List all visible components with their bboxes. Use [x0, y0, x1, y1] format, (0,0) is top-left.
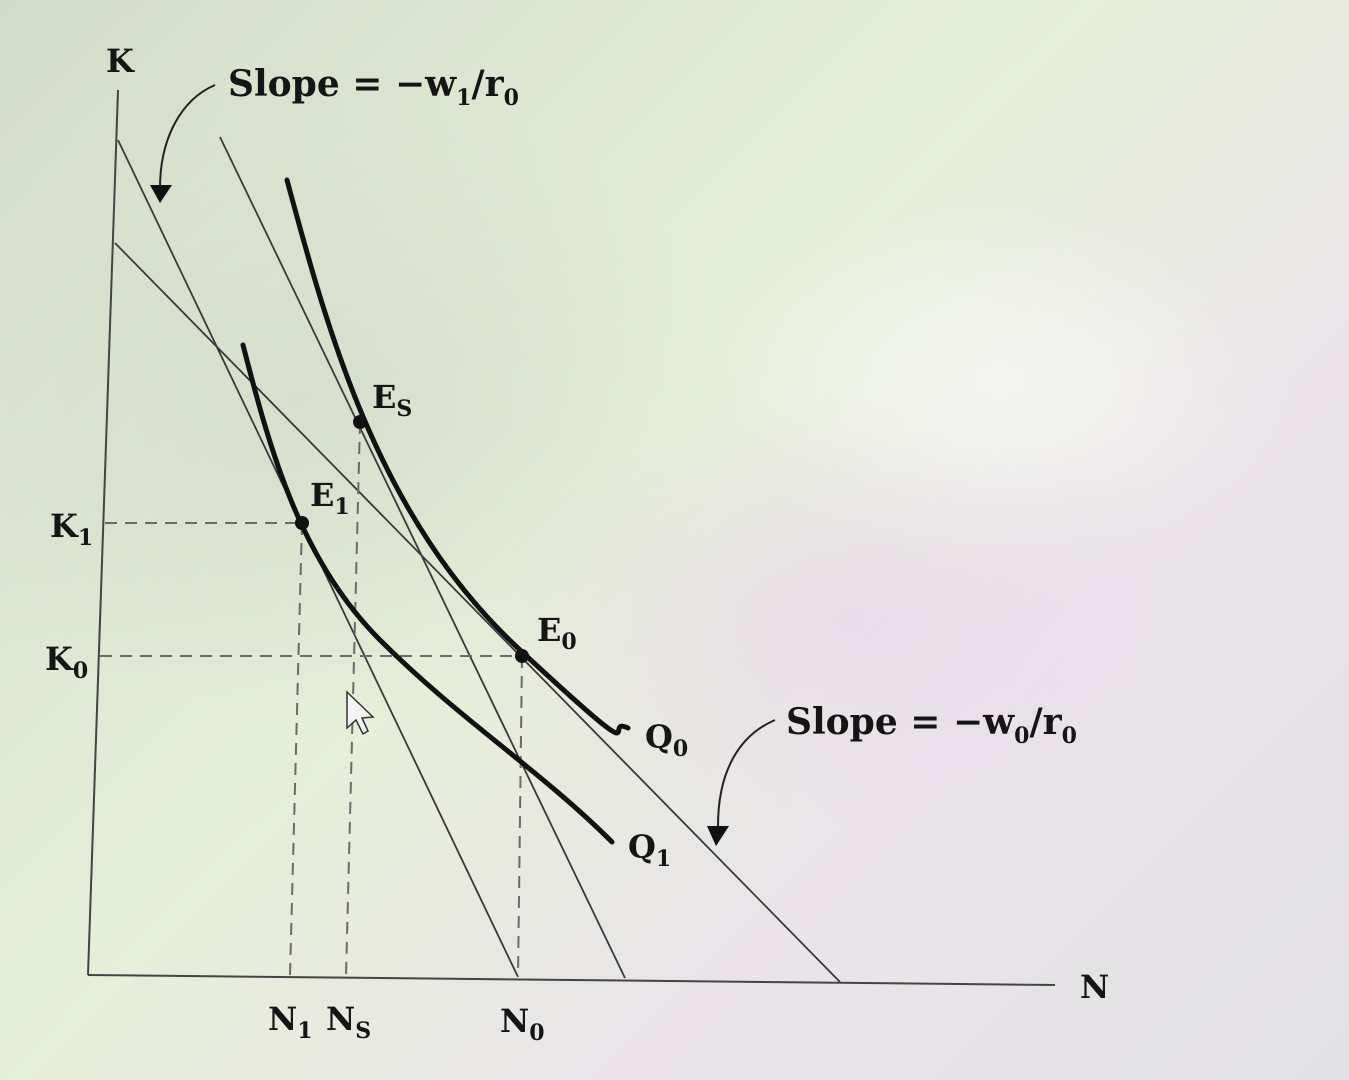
- isoquant-q0: [284, 177, 631, 736]
- label-e1: E1: [310, 476, 350, 520]
- y-axis-label: K: [106, 42, 135, 80]
- tick-n1: N1: [268, 1000, 313, 1044]
- tick-k1: K1: [50, 507, 93, 551]
- tick-k0: K0: [45, 640, 88, 684]
- point-es: [353, 415, 367, 429]
- point-e0: [515, 649, 529, 663]
- slope-top-arrow: [159, 84, 216, 189]
- guide-n1: [289, 522, 303, 976]
- guide-ns: [345, 421, 361, 977]
- slope-top-label: Slope = −w1/r0: [228, 63, 519, 111]
- tick-n0: N0: [500, 1002, 545, 1046]
- label-e0: E0: [537, 611, 577, 655]
- slope-bottom-arrowhead: [707, 826, 729, 846]
- slope-top-arrowhead: [150, 185, 172, 203]
- point-e1: [295, 516, 309, 530]
- y-axis: [87, 89, 119, 976]
- label-es: ES: [372, 378, 412, 422]
- guide-n0: [517, 655, 523, 978]
- x-axis-label: N: [1080, 968, 1109, 1006]
- isocost-line-flat: [114, 242, 841, 983]
- x-axis: [87, 974, 1056, 986]
- slope-bottom-label: Slope = −w0/r0: [786, 701, 1077, 749]
- isoquant-q1: [240, 342, 615, 845]
- label-q1: Q1: [628, 828, 671, 872]
- slope-bottom-arrow: [717, 719, 776, 827]
- mouse-cursor-icon: [346, 690, 375, 736]
- tick-ns: NS: [326, 1000, 371, 1044]
- label-q0: Q0: [645, 718, 688, 762]
